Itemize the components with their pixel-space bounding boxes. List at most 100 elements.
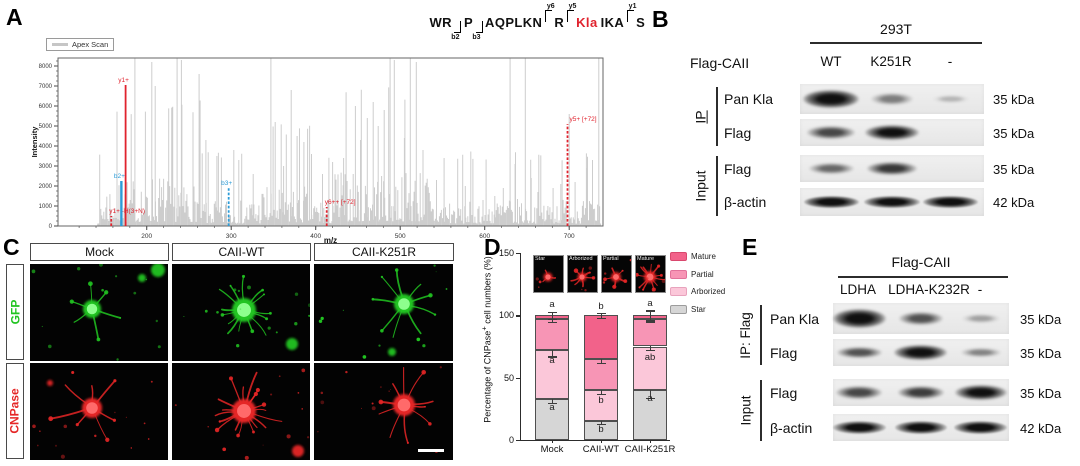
blot-band xyxy=(867,161,917,175)
inset-label: Star xyxy=(535,256,546,262)
peak-label: y1+ -H(3+N) xyxy=(109,208,145,215)
kda-label: 42 kDa xyxy=(1020,420,1062,436)
process-dot xyxy=(88,281,93,287)
error-bar-cap xyxy=(596,423,606,425)
punctum xyxy=(278,375,281,378)
inset-label: Partial xyxy=(603,256,619,262)
peak-label: y6++ [+72] xyxy=(325,199,356,206)
punctum xyxy=(233,288,237,292)
punctum xyxy=(262,444,264,446)
column-header: CAII-K251R xyxy=(314,243,454,261)
process-dot xyxy=(261,288,264,292)
construct-label: Flag-CAII xyxy=(690,55,750,71)
process-dot xyxy=(642,288,645,291)
blot-band xyxy=(897,386,945,399)
cell-process xyxy=(64,384,89,405)
sig-letter-top: a xyxy=(549,299,555,311)
blot-band xyxy=(808,163,854,174)
blot-band xyxy=(931,94,970,104)
process-dot xyxy=(105,437,110,442)
punctum xyxy=(147,438,150,440)
process-dot xyxy=(623,279,628,283)
error-bar xyxy=(601,355,603,363)
blot-band xyxy=(807,126,856,139)
y-tick-label: 0 xyxy=(49,224,53,230)
punctum xyxy=(145,278,147,281)
process-dot xyxy=(659,273,663,277)
punctum xyxy=(116,358,119,361)
cell-process xyxy=(406,308,422,335)
punctum xyxy=(207,426,209,428)
legend-swatch xyxy=(670,252,687,261)
inset-tile: Star xyxy=(533,255,564,293)
blot-band xyxy=(803,89,860,109)
blot-band xyxy=(803,195,859,209)
cell-process xyxy=(95,379,116,405)
process-dot xyxy=(406,441,409,444)
d-y-tick-label: 150 xyxy=(498,248,514,258)
group-label-input: Input xyxy=(693,170,710,202)
cell-blob xyxy=(286,338,298,350)
d-x-label: Mock xyxy=(540,444,564,455)
error-bar xyxy=(601,418,603,424)
micrograph-image xyxy=(174,368,310,460)
scale-bar xyxy=(418,449,444,452)
punctum xyxy=(60,454,65,459)
antibody-label: Flag xyxy=(724,124,752,141)
legend-line-swatch xyxy=(52,43,68,46)
peak-label: y5+ [+72] xyxy=(570,116,597,123)
group-label-ip: IP xyxy=(692,110,709,124)
punctum xyxy=(275,331,278,334)
process-dot xyxy=(433,313,437,316)
process-dot xyxy=(112,418,117,422)
error-bar-cap xyxy=(547,356,557,358)
y-tick-label: 7000 xyxy=(39,84,53,90)
legend-label: Star xyxy=(691,304,706,314)
bar-segment-partial xyxy=(633,319,667,347)
y-tick-label: 8000 xyxy=(39,64,53,70)
inset-tile: Mature xyxy=(635,255,666,293)
e-input-bracket-line xyxy=(760,380,762,441)
kda-label: 35 kDa xyxy=(1020,385,1062,401)
punctum xyxy=(216,310,219,314)
plot-frame xyxy=(57,57,604,227)
punctum xyxy=(150,380,153,383)
cell-blob xyxy=(151,263,165,277)
cell-soma-core xyxy=(86,303,98,315)
process-dot xyxy=(573,268,579,273)
process-dot xyxy=(591,276,596,280)
process-dot xyxy=(229,284,232,287)
punctum xyxy=(267,326,271,330)
bar-segment-partial xyxy=(535,319,569,351)
punctum xyxy=(133,291,137,295)
process-dot xyxy=(265,317,269,321)
process-dot xyxy=(554,277,556,279)
punctum xyxy=(538,286,540,288)
blot-band xyxy=(960,347,1002,358)
y-tick-label: 3000 xyxy=(39,164,53,170)
punctum xyxy=(301,408,303,410)
punctum xyxy=(244,455,249,460)
process-dot xyxy=(119,316,122,319)
panel-a-label: A xyxy=(6,4,23,30)
row-label-box: CNPase xyxy=(6,363,24,459)
legend-swatch xyxy=(670,304,687,314)
d-y-tick xyxy=(516,440,520,442)
process-dot xyxy=(214,427,220,433)
punctum xyxy=(101,288,104,292)
error-bar-cap xyxy=(547,311,557,313)
d-y-tick-label: 50 xyxy=(503,372,514,383)
legend-swatch xyxy=(670,269,687,279)
lane-label: LDHA-K232R xyxy=(888,282,970,297)
process-dot xyxy=(75,423,79,427)
error-bar-cap xyxy=(596,312,606,315)
punctum xyxy=(435,271,437,273)
punctum xyxy=(47,344,52,349)
fragment-marker-b3: b3 xyxy=(472,21,483,41)
sig-letter: b xyxy=(598,424,604,436)
legend-label: Partial xyxy=(691,269,714,279)
punctum xyxy=(41,325,43,328)
cell-soma-core xyxy=(237,303,251,317)
punctum xyxy=(32,424,36,429)
lane-label: WT xyxy=(820,54,842,69)
